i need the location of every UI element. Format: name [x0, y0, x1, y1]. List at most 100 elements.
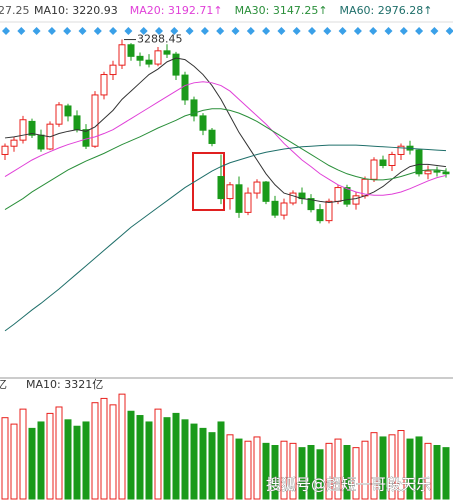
volume-bar [1, 417, 9, 500]
volume-bar [46, 412, 54, 500]
volume-bar [190, 423, 198, 500]
volume-bar [19, 408, 27, 500]
marker [63, 27, 72, 35]
marker [231, 27, 240, 35]
candle-body [10, 139, 18, 147]
candle-body [190, 99, 198, 117]
legend-entry: MA60: 2976.28↑ [340, 4, 433, 17]
volume-bar [271, 445, 279, 500]
marker [109, 27, 118, 35]
ma-line [4, 144, 447, 332]
marker [445, 27, 453, 35]
ma-line [4, 81, 447, 196]
candle-body [28, 120, 36, 136]
volume-bar [397, 430, 405, 500]
volume-bar [406, 438, 414, 500]
volume-bar [388, 434, 396, 500]
marker-row [2, 27, 453, 35]
marker [2, 27, 10, 35]
volume-bar [433, 445, 441, 500]
volume-bar [208, 432, 216, 500]
marker [323, 27, 332, 35]
volume-bar [163, 417, 171, 500]
volume-bar [199, 427, 207, 500]
candle-body [397, 145, 405, 155]
candle-body [415, 149, 423, 175]
volume-bar [181, 419, 189, 500]
candle-body [82, 129, 90, 147]
candle-body [352, 195, 360, 205]
volume-bar [370, 432, 378, 500]
volume-bar [253, 436, 261, 500]
candle-body [325, 200, 333, 222]
candle-body [154, 50, 162, 65]
marker [277, 27, 286, 35]
volume-bar [316, 449, 324, 500]
candle-body [343, 187, 351, 205]
ma-line [4, 108, 447, 211]
volume-bar [100, 397, 108, 500]
candle-body [199, 115, 207, 131]
volume-bar [235, 438, 243, 500]
watermark: 搜狐号@超短一哥段天乐 [266, 476, 431, 494]
candle-body [64, 105, 72, 117]
candle-body [37, 134, 45, 150]
candle-body [289, 192, 297, 204]
marker [353, 27, 362, 35]
candle-body [217, 176, 225, 200]
marker [124, 27, 133, 35]
volume-bar [82, 421, 90, 500]
annotation: 3288.45 [137, 33, 183, 46]
marker [399, 27, 408, 35]
candle-body [172, 53, 180, 76]
candle-body [127, 44, 135, 57]
volume-bar [154, 408, 162, 500]
marker [308, 27, 316, 35]
volume-bar [361, 440, 369, 500]
candle-body [145, 59, 153, 65]
volume-bar [127, 410, 135, 500]
marker [430, 27, 439, 35]
volume-bar [325, 442, 333, 500]
candle-body [109, 64, 117, 76]
candle-body [442, 171, 450, 175]
volume-bar [73, 425, 81, 500]
volume-bar [109, 404, 117, 500]
marker [139, 27, 148, 35]
candle-body [226, 184, 234, 200]
candle-body [370, 159, 378, 180]
marker [200, 27, 209, 35]
volume-bar [145, 421, 153, 500]
candle-body [244, 192, 252, 213]
volume-bar [280, 440, 288, 500]
volume-bar [10, 423, 18, 500]
candle-body [424, 170, 432, 175]
volume-bar [226, 434, 234, 500]
candle-body [181, 74, 189, 101]
volume-bar [136, 415, 144, 500]
marker [78, 27, 87, 35]
candle-body [235, 184, 243, 213]
candle-body [1, 145, 9, 155]
candle-body [163, 50, 171, 55]
candle-body [91, 94, 99, 147]
volume-bar [91, 402, 99, 500]
marker [170, 27, 179, 35]
candle-body [19, 119, 27, 141]
legend-truncated: 27.25 [0, 4, 30, 17]
volume-bar [352, 447, 360, 500]
candle-body [136, 55, 144, 61]
candle-body [271, 200, 279, 216]
candle-body [118, 44, 126, 66]
marker [338, 27, 347, 35]
volume-bar [343, 445, 351, 500]
legend-entry: MA10: 3220.93 [34, 4, 118, 17]
candle-body [73, 115, 81, 131]
volume-bar [28, 427, 36, 500]
volume-bar [64, 419, 72, 500]
volume-bar [298, 447, 306, 500]
marker [93, 27, 102, 35]
volume-bar [307, 445, 315, 500]
volume-ma-label: MA10: 3321亿 [26, 378, 103, 391]
